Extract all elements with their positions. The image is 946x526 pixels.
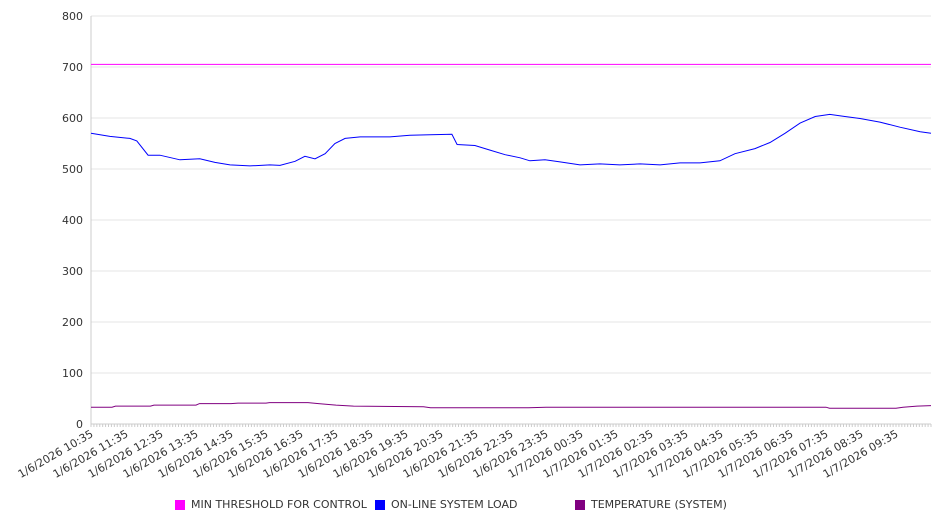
legend-item-threshold[interactable]: MIN THRESHOLD FOR CONTROL xyxy=(175,498,367,511)
legend-swatch-temperature xyxy=(575,499,585,510)
y-tick-label: 100 xyxy=(62,367,83,380)
temperature-line xyxy=(91,402,932,409)
legend: MIN THRESHOLD FOR CONTROL ON-LINE SYSTEM… xyxy=(0,498,946,514)
y-tick-label: 300 xyxy=(62,265,83,278)
legend-label-temperature: TEMPERATURE (SYSTEM) xyxy=(591,498,727,511)
legend-label-load: ON-LINE SYSTEM LOAD xyxy=(391,498,518,511)
legend-item-load[interactable]: ON-LINE SYSTEM LOAD xyxy=(375,498,517,511)
system-load-line xyxy=(90,113,932,167)
y-tick-label: 600 xyxy=(62,112,83,125)
legend-item-temperature[interactable]: TEMPERATURE (SYSTEM) xyxy=(575,498,727,511)
y-tick-label: 400 xyxy=(62,214,83,227)
legend-label-threshold: MIN THRESHOLD FOR CONTROL xyxy=(191,498,367,511)
y-tick-label: 200 xyxy=(62,316,83,329)
y-tick-label: 800 xyxy=(62,10,83,23)
y-tick-label: 0 xyxy=(76,418,83,431)
legend-swatch-load xyxy=(375,499,385,510)
y-tick-label: 500 xyxy=(62,163,83,176)
y-tick-label: 700 xyxy=(62,61,83,74)
legend-swatch-threshold xyxy=(175,499,185,510)
